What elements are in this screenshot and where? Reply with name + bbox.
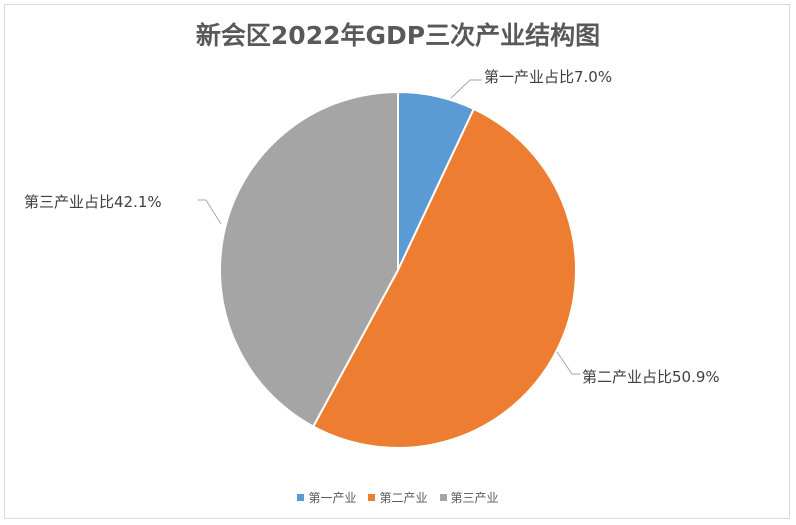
leader-line-tertiary	[198, 199, 222, 225]
data-label-secondary: 第二产业占比50.9%	[582, 368, 720, 386]
chart-title: 新会区2022年GDP三次产业结构图	[195, 21, 601, 50]
data-label-primary: 第一产业占比7.0%	[484, 68, 613, 86]
legend-label-tertiary: 第三产业	[450, 491, 499, 505]
legend-swatch-secondary	[368, 494, 376, 501]
data-label-tertiary: 第三产业占比42.1%	[24, 193, 162, 211]
legend-label-primary: 第一产业	[308, 491, 357, 505]
legend-item-primary: 第一产业	[297, 489, 356, 506]
legend-label-secondary: 第二产业	[379, 491, 428, 505]
legend-swatch-primary	[297, 494, 305, 501]
legend-item-tertiary: 第三产业	[439, 489, 499, 506]
legend: 第一产业 第二产业 第三产业	[0, 489, 796, 506]
legend-swatch-tertiary	[439, 494, 447, 501]
pie-slice-secondary	[311, 107, 577, 450]
legend-item-secondary: 第二产业	[368, 489, 428, 506]
pie-slice-tertiary	[219, 90, 399, 428]
leader-line-secondary	[556, 351, 580, 375]
leader-line-primary	[450, 79, 482, 99]
